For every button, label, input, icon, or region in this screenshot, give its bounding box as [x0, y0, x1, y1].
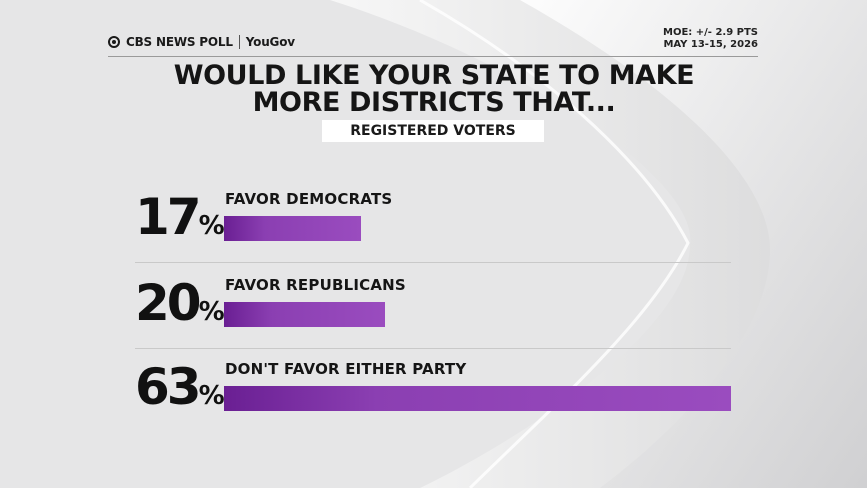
value-label: 17% — [135, 192, 225, 242]
bar — [224, 302, 385, 327]
header-rule — [108, 56, 758, 57]
brand-partner: YouGov — [245, 35, 295, 49]
cbs-eye-icon — [108, 36, 120, 48]
header: CBS NEWS POLL YouGov MOE: +/- 2.9 PTS MA… — [108, 27, 758, 56]
bar — [224, 386, 731, 411]
poll-meta: MOE: +/- 2.9 PTS MAY 13-15, 2026 — [663, 27, 758, 51]
percent-sign: % — [198, 297, 225, 327]
value-label: 63% — [135, 362, 225, 412]
row-divider — [135, 262, 731, 263]
value-label: 20% — [135, 278, 225, 328]
value-number: 20 — [135, 274, 202, 332]
row-divider — [135, 348, 731, 349]
chart-subtitle: REGISTERED VOTERS — [322, 120, 544, 142]
value-number: 63 — [135, 358, 202, 416]
brand-logo: CBS NEWS POLL YouGov — [108, 34, 295, 50]
category-label: DON'T FAVOR EITHER PARTY — [225, 360, 467, 378]
moe-text: MOE: +/- 2.9 PTS — [663, 27, 758, 38]
date-text: MAY 13-15, 2026 — [663, 39, 758, 50]
chart-title: WOULD LIKE YOUR STATE TO MAKE MORE DISTR… — [173, 60, 695, 118]
value-number: 17 — [135, 188, 202, 246]
category-label: FAVOR REPUBLICANS — [225, 276, 406, 294]
percent-sign: % — [198, 211, 225, 241]
bar — [224, 216, 361, 241]
brand-divider — [238, 35, 240, 49]
category-label: FAVOR DEMOCRATS — [225, 190, 393, 208]
brand-cbs: CBS NEWS POLL — [126, 35, 233, 49]
percent-sign: % — [198, 381, 225, 411]
